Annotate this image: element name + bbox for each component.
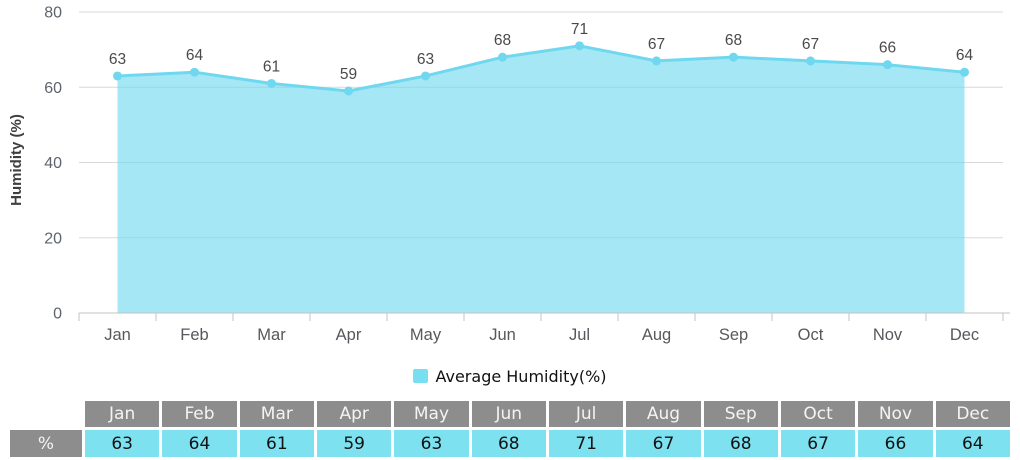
data-point-dec (960, 67, 969, 77)
data-point-jan (113, 71, 122, 81)
humidity-area-chart: 0 20 40 60 80 63 Jan 64 Feb 61 Mar 59 Apr 63 May 68 Jun 7… (8, 5, 1010, 344)
y-tick-label-60: 60 (44, 80, 62, 97)
y-axis-title: Humidity (%) (8, 114, 25, 206)
data-label-feb: 64 (186, 47, 204, 64)
table-header-nov: Nov (858, 401, 933, 427)
table-row: % 63 64 61 59 63 68 71 67 68 67 66 64 (10, 430, 1010, 457)
table-header-jun: Jun (471, 401, 546, 427)
table-header-jan: Jan (85, 401, 160, 427)
x-tick-label-jul: Jul (569, 326, 590, 344)
data-point-jun (498, 52, 507, 62)
data-point-oct (806, 56, 815, 66)
table-header-may: May (394, 401, 469, 427)
data-label-may: 63 (417, 51, 434, 68)
data-point-apr (344, 86, 353, 96)
table-cell-may-value: 63 (394, 430, 469, 457)
data-label-mar: 61 (263, 58, 280, 75)
table-header-row: Jan Feb Mar Apr May Jun Jul Aug Sep Oct Nov Dec (10, 401, 1010, 427)
legend-label: Average Humidity(%) (435, 366, 607, 386)
table-cell-sep-value: 68 (703, 430, 778, 457)
x-tick-label-may: May (410, 326, 442, 344)
data-label-apr: 59 (340, 66, 357, 83)
data-label-jan: 63 (109, 51, 126, 68)
table-corner-cell (10, 401, 82, 427)
data-label-jul: 71 (571, 21, 588, 38)
data-label-nov: 66 (879, 40, 896, 57)
table-header-apr: Apr (316, 401, 392, 427)
table-row-label: % (10, 430, 82, 457)
x-tick-label-dec: Dec (950, 326, 979, 344)
table-cell-jun-value: 68 (471, 430, 546, 457)
table-cell-aug-value: 67 (626, 430, 701, 457)
x-tick-label-jun: Jun (489, 326, 516, 344)
data-point-feb (190, 67, 199, 77)
table-header-mar: Mar (239, 401, 314, 427)
data-label-jun: 68 (494, 32, 511, 49)
x-tick-label-sep: Sep (719, 326, 748, 344)
data-label-aug: 67 (648, 36, 665, 53)
chart-area: 0 20 40 60 80 63 Jan 64 Feb 61 Mar 59 Apr 63 May 68 Jun 7… (8, 5, 1010, 344)
data-point-jul (575, 41, 584, 51)
table-cell-jan-value: 63 (85, 430, 160, 457)
humidity-data-table: Jan Feb Mar Apr May Jun Jul Aug Sep Oct Nov Dec % 63… (7, 398, 1013, 460)
table-cell-oct-value: 67 (780, 430, 856, 457)
x-tick-label-feb: Feb (180, 326, 208, 344)
y-tick-label-40: 40 (44, 155, 62, 172)
humidity-area-fill (117, 45, 965, 314)
y-tick-label-0: 0 (53, 306, 62, 323)
data-label-sep: 68 (725, 32, 742, 49)
table-header-oct: Oct (780, 401, 856, 427)
x-tick-label-mar: Mar (257, 326, 286, 344)
legend-swatch-icon (413, 369, 429, 383)
table-header-dec: Dec (935, 401, 1010, 427)
y-tick-label-20: 20 (44, 230, 62, 247)
data-point-aug (652, 56, 661, 66)
data-label-oct: 67 (802, 36, 819, 53)
table-header-sep: Sep (703, 401, 778, 427)
legend-item-average-humidity[interactable]: Average Humidity(%) (0, 366, 1020, 386)
x-tick-label-apr: Apr (336, 326, 362, 344)
x-tick-label-oct: Oct (798, 326, 824, 344)
table-cell-dec-value: 64 (935, 430, 1010, 457)
x-tick-label-nov: Nov (873, 326, 903, 344)
data-label-dec: 64 (956, 47, 974, 64)
table-cell-mar-value: 61 (239, 430, 314, 457)
x-tick-label-jan: Jan (104, 326, 131, 344)
table-cell-feb-value: 64 (162, 430, 237, 457)
data-point-sep (729, 52, 738, 62)
table-header-feb: Feb (162, 401, 237, 427)
humidity-line (116, 44, 966, 93)
table-cell-nov-value: 66 (858, 430, 933, 457)
data-point-mar (267, 78, 276, 88)
table-header-aug: Aug (626, 401, 701, 427)
data-point-may (421, 71, 430, 81)
table-cell-apr-value: 59 (316, 430, 392, 457)
data-point-nov (883, 60, 892, 70)
table-cell-jul-value: 71 (548, 430, 624, 457)
table-header-jul: Jul (548, 401, 624, 427)
y-tick-label-80: 80 (44, 5, 62, 22)
x-tick-label-aug: Aug (642, 326, 671, 344)
